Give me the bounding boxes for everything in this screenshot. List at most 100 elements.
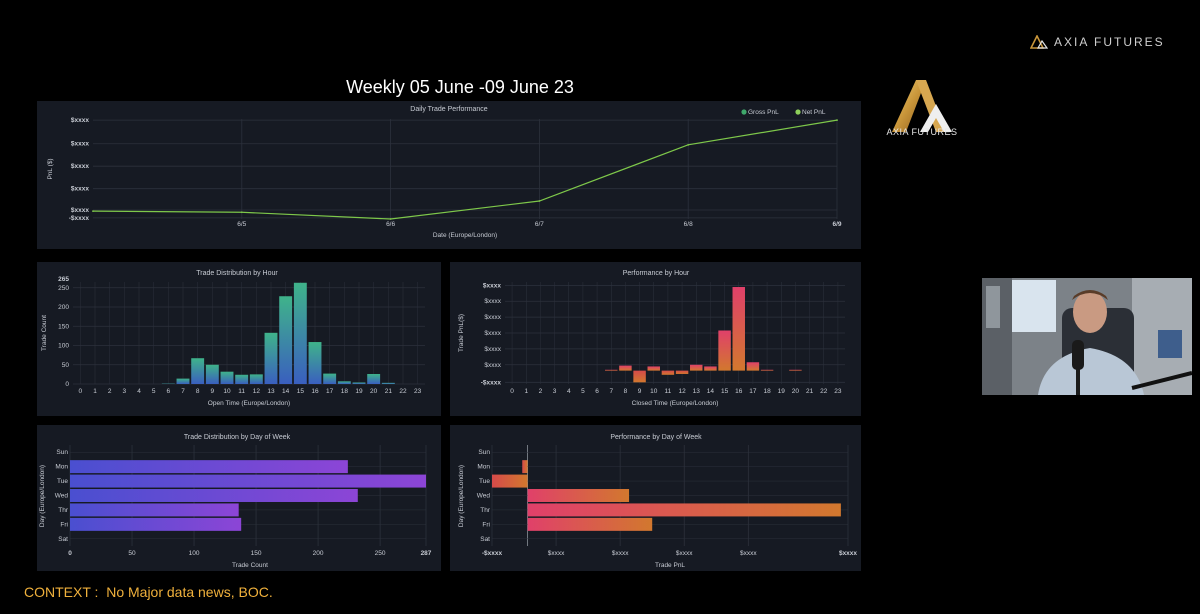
x-tick-label: 6 <box>167 388 171 395</box>
hour-count-bar <box>220 371 234 384</box>
x-tick-label: 6 <box>595 388 599 395</box>
y-tick-label: 265 <box>58 276 69 283</box>
x-tick-label: 6/7 <box>535 221 544 228</box>
y-tick-label: $xxxx <box>71 141 89 148</box>
net-pnl-point <box>538 200 541 202</box>
context-note: CONTEXT : No Major data news, BOC. <box>24 584 273 600</box>
x-tick-label: 6/9 <box>832 221 841 228</box>
y-tick-label: $xxxx <box>484 362 501 369</box>
x-tick-label: 16 <box>735 388 743 395</box>
hour-pnl-bar <box>789 369 802 371</box>
y-tick-label: Tue <box>479 478 490 485</box>
hour-pnl-bar <box>619 365 632 371</box>
y-tick-label: Tue <box>57 478 68 485</box>
hour-pnl-bar <box>704 366 717 371</box>
x-tick-label: 20 <box>370 388 378 395</box>
y-tick-label: 100 <box>58 343 69 350</box>
daily-performance-chart: Daily Trade Performance $xxxx $xxxx $xxxx $x… <box>37 101 861 249</box>
y-tick-label: 250 <box>58 285 69 292</box>
y-axis-label: Day (Europe/London) <box>39 465 46 527</box>
x-tick-label: 9 <box>638 388 642 395</box>
x-tick-label: 11 <box>665 388 672 395</box>
hour-pnl-bar <box>746 362 760 371</box>
x-tick-label: 15 <box>721 388 729 395</box>
y-tick-label: $xxxx <box>71 186 89 193</box>
hour-count-bar <box>323 373 337 384</box>
y-tick-label: Wed <box>477 493 491 500</box>
chart-title: Performance by Day of Week <box>610 434 702 441</box>
y-axis-label: Trade PnL($) <box>458 314 465 352</box>
x-tick-label: 1 <box>524 388 528 395</box>
day-pnl-bar <box>527 517 653 531</box>
y-tick-label: Sat <box>480 536 490 543</box>
x-tick-label: 200 <box>313 550 324 557</box>
x-tick-label: 2 <box>539 388 543 395</box>
x-tick-label: 23 <box>834 388 842 395</box>
day-pnl-bar <box>492 474 528 488</box>
x-tick-label: 19 <box>355 388 363 395</box>
day-count-bar <box>70 517 242 531</box>
hour-pnl-bar <box>605 369 618 371</box>
hour-count-bar <box>367 373 381 384</box>
x-tick-label: 0 <box>79 388 83 395</box>
x-tick-label: 287 <box>421 550 432 557</box>
chart-title: Performance by Hour <box>623 270 690 277</box>
net-pnl-point <box>240 211 243 214</box>
hour-count-bar <box>191 358 205 384</box>
x-tick-label: 22 <box>820 388 828 395</box>
trade-distribution-hour-svg: Trade Distribution by Hour05010015020025… <box>41 270 425 407</box>
x-tick-label: 6/5 <box>237 221 246 228</box>
hour-pnl-bar <box>675 370 689 374</box>
hour-count-bar <box>381 382 395 384</box>
hour-count-bar <box>264 332 278 384</box>
x-tick-label: $xxxx <box>839 550 857 557</box>
x-tick-label: 13 <box>693 388 701 395</box>
trade-distribution-day-svg: Trade Distribution by Day of Week 0 50 100 1… <box>39 434 432 569</box>
y-axis-label: Trade Count <box>41 315 48 351</box>
hour-count-bar <box>279 296 293 384</box>
hour-count-bar <box>352 382 366 384</box>
x-tick-label: 14 <box>282 388 290 395</box>
daily-performance-svg: Daily Trade Performance $xxxx $xxxx $xxxx $x… <box>47 106 842 239</box>
hour-count-bar <box>176 378 190 384</box>
x-tick-label: 150 <box>251 550 262 557</box>
x-tick-label: 2 <box>108 388 112 395</box>
hour-count-bar <box>249 374 263 384</box>
y-tick-label: -$xxxx <box>481 379 502 386</box>
hour-count-bar <box>235 374 249 384</box>
x-tick-label: 0 <box>510 388 514 395</box>
presenter-image <box>982 278 1192 395</box>
page-title: Weekly 05 June -09 June 23 <box>346 77 574 97</box>
y-tick-label: -$xxxx <box>69 215 90 222</box>
x-tick-label: 22 <box>399 388 407 395</box>
hour-count-bar <box>293 282 307 384</box>
y-tick-label: Mon <box>55 464 68 471</box>
x-tick-label: 11 <box>238 388 245 395</box>
y-tick-label: Sat <box>58 536 68 543</box>
x-axis-label: Date (Europe/London) <box>433 232 497 239</box>
day-count-bar <box>70 474 426 488</box>
x-tick-label: 8 <box>196 388 200 395</box>
x-tick-label: 19 <box>778 388 786 395</box>
x-tick-label: 5 <box>581 388 585 395</box>
day-pnl-bar <box>522 460 528 474</box>
hour-pnl-bar <box>690 364 703 371</box>
hour-pnl-bar <box>760 369 774 371</box>
performance-hour-svg: Performance by Hour $xxxx $xxxx $xxxx $xxxx $… <box>458 270 845 407</box>
y-tick-label: $xxxx <box>71 117 89 124</box>
y-tick-label: Thr <box>58 507 69 514</box>
y-tick-label: 50 <box>62 362 70 369</box>
net-pnl-point <box>389 218 392 220</box>
legend-net-marker <box>795 109 801 115</box>
performance-hour-chart: Performance by Hour $xxxx $xxxx $xxxx $xxxx $… <box>450 262 861 416</box>
hour-count-bar <box>205 364 219 384</box>
x-tick-label: 3 <box>553 388 557 395</box>
x-tick-label: 23 <box>414 388 422 395</box>
axia-big-logo-icon <box>892 80 952 132</box>
chart-title: Trade Distribution by Day of Week <box>184 434 291 441</box>
y-tick-label: Fri <box>60 521 68 528</box>
y-axis-label: Day (Europe/London) <box>458 465 465 527</box>
x-tick-label: 18 <box>763 388 771 395</box>
y-tick-label: 200 <box>58 304 69 311</box>
net-pnl-point <box>836 119 838 122</box>
